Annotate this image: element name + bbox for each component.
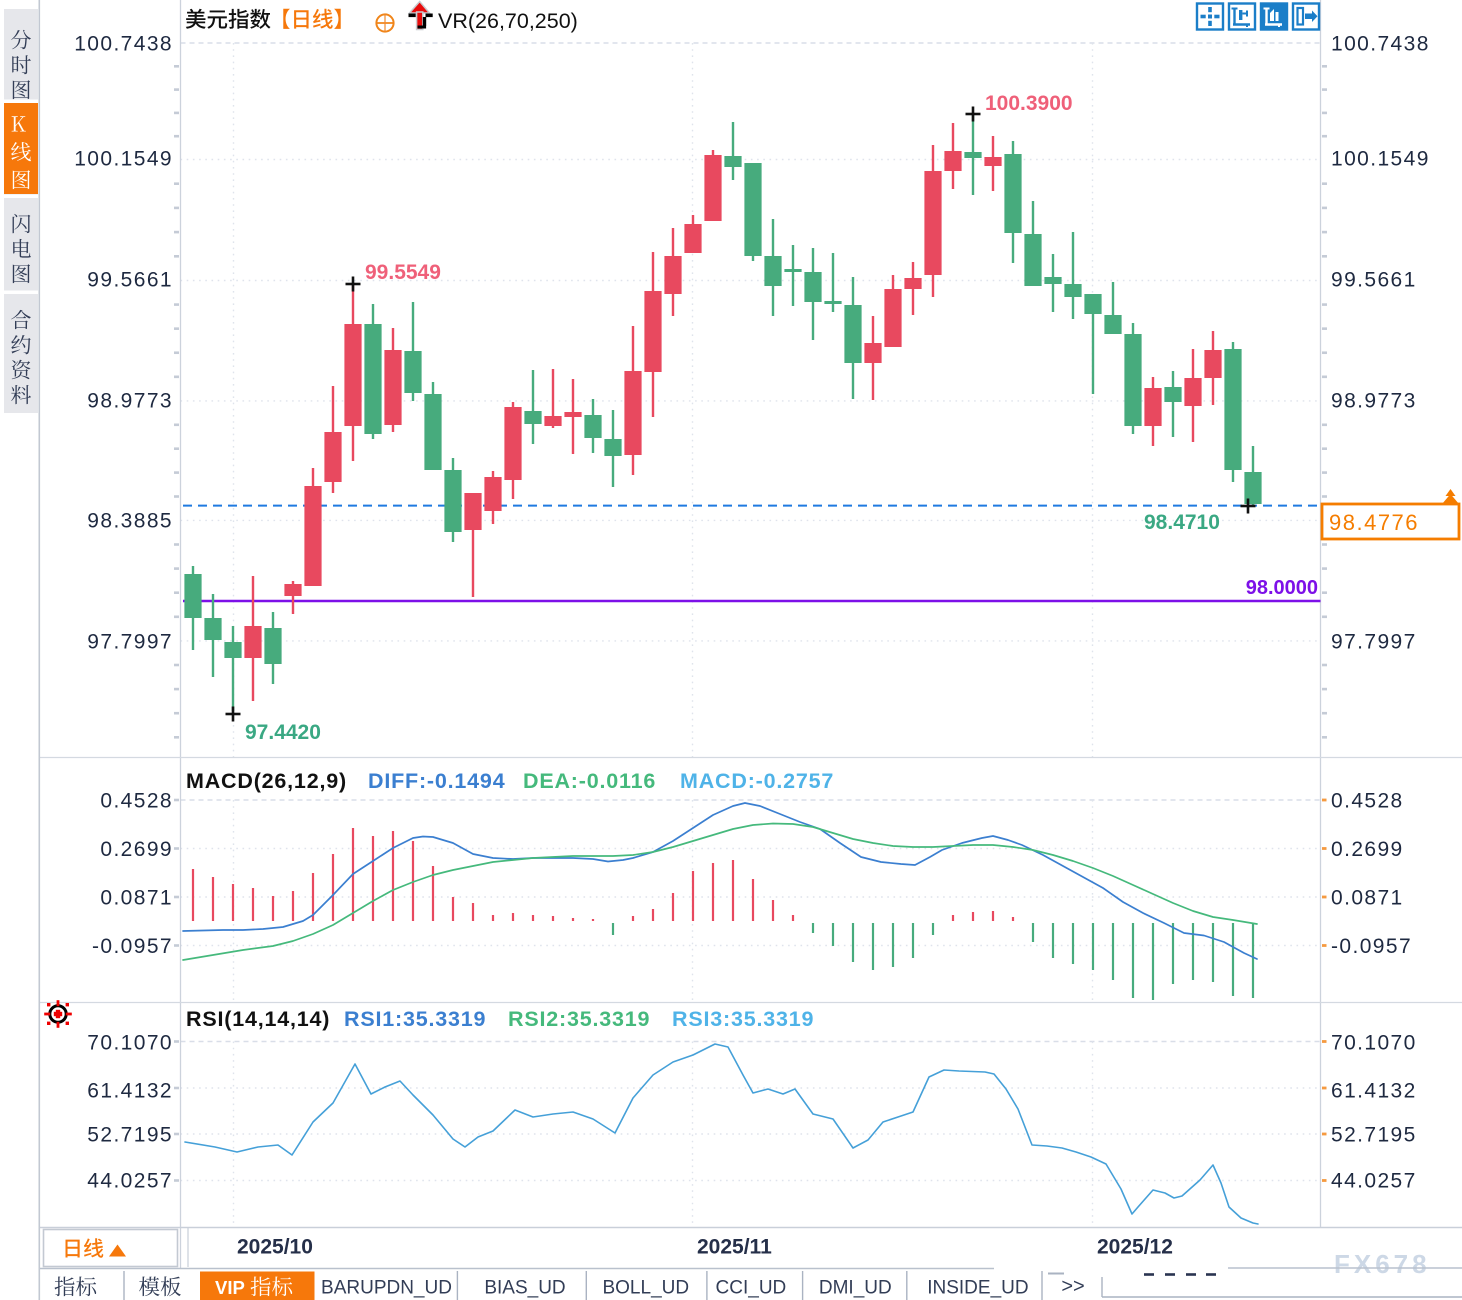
svg-text:98.9773: 98.9773: [87, 390, 173, 413]
svg-text:DEA:-0.0116: DEA:-0.0116: [523, 769, 656, 793]
svg-text:BOLL_UD: BOLL_UD: [602, 1278, 689, 1299]
svg-text:100.7438: 100.7438: [74, 33, 173, 56]
svg-text:98.4776: 98.4776: [1329, 510, 1419, 535]
svg-text:61.4132: 61.4132: [87, 1080, 173, 1103]
svg-text:97.7997: 97.7997: [87, 631, 173, 654]
svg-text:>>: >>: [1061, 1276, 1084, 1298]
svg-text:52.7195: 52.7195: [87, 1124, 173, 1147]
svg-text:BIAS_UD: BIAS_UD: [484, 1278, 565, 1299]
svg-text:98.0000: 98.0000: [1246, 577, 1318, 599]
svg-text:0.4528: 0.4528: [100, 790, 173, 813]
svg-text:0.2699: 0.2699: [1331, 838, 1404, 861]
svg-text:100.7438: 100.7438: [1331, 33, 1430, 56]
svg-text:98.3885: 98.3885: [87, 510, 173, 533]
svg-text:0.4528: 0.4528: [1331, 790, 1404, 813]
svg-text:99.5549: 99.5549: [365, 261, 441, 284]
svg-text:100.1549: 100.1549: [1331, 148, 1430, 171]
svg-text:RSI2:35.3319: RSI2:35.3319: [508, 1007, 650, 1031]
svg-text:VR(26,70,250): VR(26,70,250): [438, 9, 578, 33]
svg-text:97.4420: 97.4420: [245, 721, 321, 744]
svg-text:0.2699: 0.2699: [100, 838, 173, 861]
svg-text:100.3900: 100.3900: [985, 92, 1073, 115]
svg-text:98.9773: 98.9773: [1331, 390, 1417, 413]
svg-text:-0.0957: -0.0957: [92, 935, 173, 958]
svg-text:2025/10: 2025/10: [237, 1236, 313, 1259]
svg-text:61.4132: 61.4132: [1331, 1080, 1417, 1103]
svg-text:FX678: FX678: [1334, 1249, 1431, 1279]
svg-text:99.5661: 99.5661: [87, 269, 173, 292]
svg-text:2025/11: 2025/11: [697, 1236, 772, 1259]
svg-text:52.7195: 52.7195: [1331, 1124, 1417, 1147]
svg-text:100.1549: 100.1549: [74, 148, 173, 171]
svg-text:RSI(14,14,14): RSI(14,14,14): [186, 1007, 330, 1031]
svg-text:MACD(26,12,9): MACD(26,12,9): [186, 769, 347, 793]
svg-text:CCI_UD: CCI_UD: [716, 1278, 787, 1299]
svg-text:0.0871: 0.0871: [1331, 887, 1404, 910]
svg-text:99.5661: 99.5661: [1331, 269, 1417, 292]
svg-text:70.1070: 70.1070: [87, 1032, 173, 1055]
svg-text:BARUPDN_UD: BARUPDN_UD: [321, 1278, 452, 1299]
svg-text:DMI_UD: DMI_UD: [819, 1278, 892, 1299]
svg-text:44.0257: 44.0257: [1331, 1170, 1417, 1193]
svg-text:MACD:-0.2757: MACD:-0.2757: [680, 769, 834, 793]
svg-text:97.7997: 97.7997: [1331, 631, 1417, 654]
svg-text:RSI3:35.3319: RSI3:35.3319: [672, 1007, 814, 1031]
svg-text:-0.0957: -0.0957: [1331, 935, 1412, 958]
svg-text:44.0257: 44.0257: [87, 1170, 173, 1193]
svg-text:RSI1:35.3319: RSI1:35.3319: [344, 1007, 486, 1031]
svg-text:0.0871: 0.0871: [100, 887, 173, 910]
svg-text:VIP: VIP: [215, 1277, 245, 1298]
svg-text:DIFF:-0.1494: DIFF:-0.1494: [368, 769, 505, 793]
svg-text:INSIDE_UD: INSIDE_UD: [927, 1278, 1028, 1299]
svg-text:98.4710: 98.4710: [1144, 511, 1220, 534]
svg-text:2025/12: 2025/12: [1097, 1236, 1173, 1259]
svg-text:70.1070: 70.1070: [1331, 1032, 1417, 1055]
